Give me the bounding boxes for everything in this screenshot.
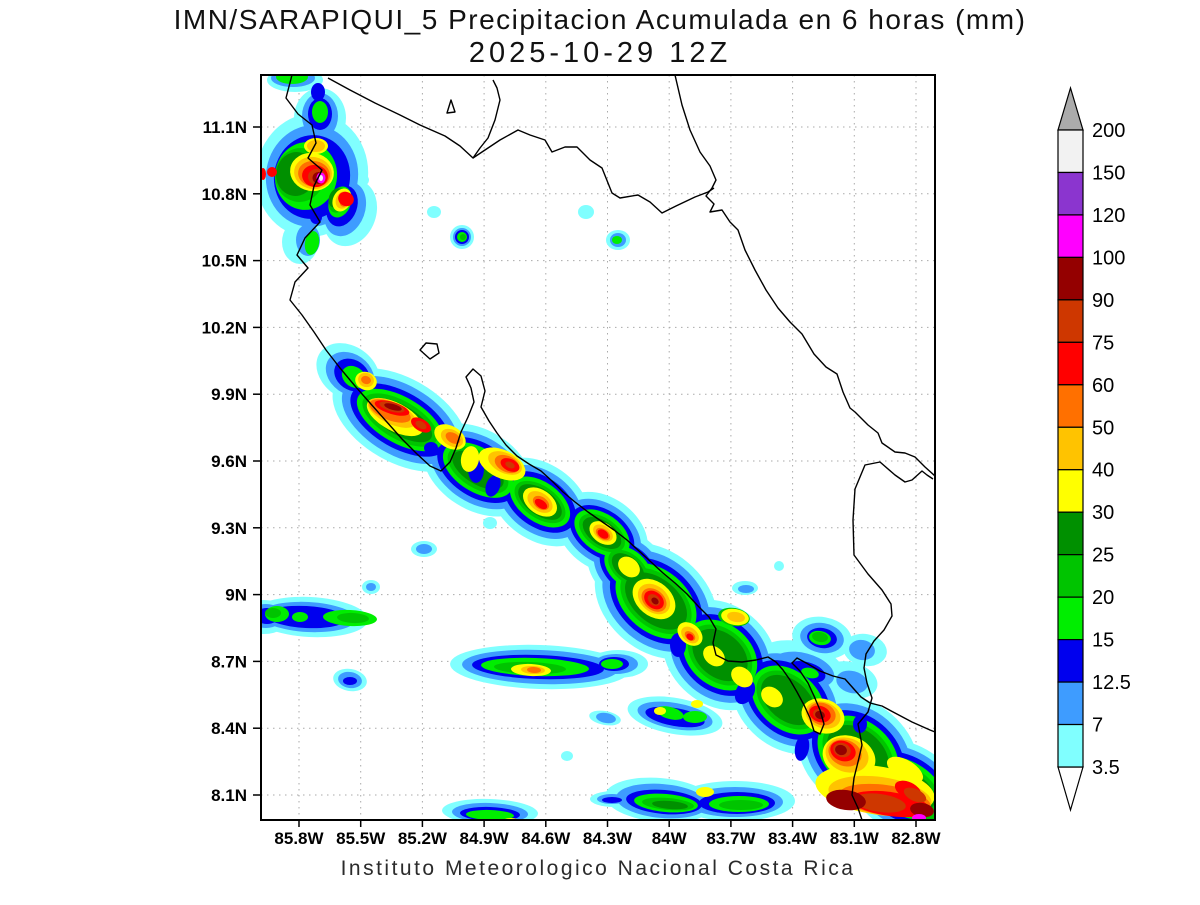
axis-ticks [253, 126, 917, 827]
y-axis-labels: 11.1N 10.8N 10.5N 10.2N 9.9N 9.6N 9.3N 9N 8.7N 8.… [202, 118, 247, 805]
colorbar-segment [1057, 299, 1084, 343]
colorbar-under-arrow [1057, 766, 1084, 813]
colorbar-label: 7 [1092, 715, 1103, 737]
colorbar-label: 200 [1092, 120, 1125, 142]
colorbar-label: 15 [1092, 630, 1114, 652]
colorbar-segment [1057, 256, 1084, 301]
x-tick-label: 83.4W [768, 829, 818, 848]
colorbar-segment [1057, 469, 1084, 513]
colorbar-label: 30 [1092, 502, 1114, 524]
colorbar-segment [1057, 384, 1084, 428]
chart-header: IMN/SARAPIQUI_5 Precipitacion Acumulada … [0, 4, 1200, 70]
coastline [285, 75, 935, 820]
x-tick-label: 84.3W [583, 829, 633, 848]
colorbar-segment [1057, 554, 1084, 598]
y-tick-label: 10.5N [202, 252, 247, 271]
colorbar-label: 20 [1092, 587, 1114, 609]
y-tick-label: 10.8N [202, 185, 247, 204]
colorbar-segment [1057, 596, 1084, 641]
colorbar-segment [1057, 129, 1084, 174]
x-tick-label: 84W [652, 829, 688, 848]
x-tick-label: 82.8W [891, 829, 941, 848]
y-tick-label: 8.1N [211, 786, 247, 805]
colorbar-label: 100 [1092, 247, 1125, 269]
colorbar-label: 25 [1092, 545, 1114, 567]
x-tick-label: 85.5W [336, 829, 386, 848]
y-tick-label: 8.7N [211, 652, 247, 671]
chart-subtitle: 2025-10-29 12Z [468, 37, 732, 69]
colorbar-segment [1057, 511, 1084, 556]
colorbar-label: 12.5 [1092, 672, 1131, 694]
colorbar-label: 75 [1092, 332, 1114, 354]
x-tick-label: 83.1W [830, 829, 880, 848]
colorbar-segment [1057, 723, 1084, 768]
colorbar-label: 150 [1092, 162, 1125, 184]
colorbar-segment [1057, 341, 1084, 386]
colorbar-label: 60 [1092, 375, 1114, 397]
colorbar-segment [1057, 638, 1084, 683]
colorbar-label: 120 [1092, 205, 1125, 227]
x-tick-label: 84.9W [460, 829, 510, 848]
colorbar: 200 150 120 100 90 75 60 50 40 30 25 20 15 12.5 7 3.5 [1057, 85, 1131, 813]
y-tick-label: 9N [225, 586, 247, 605]
footer-caption: Instituto Meteorologico Nacional Costa R… [340, 857, 856, 880]
plot-frame [260, 74, 936, 821]
y-tick-label: 9.9N [211, 385, 247, 404]
x-tick-label: 85.2W [398, 829, 448, 848]
x-tick-label: 85.8W [274, 829, 324, 848]
colorbar-segment [1057, 214, 1084, 259]
x-tick-label: 83.7W [706, 829, 756, 848]
chart-title: IMN/SARAPIQUI_5 Precipitacion Acumulada … [173, 4, 1027, 35]
x-tick-label: 84.6W [521, 829, 571, 848]
colorbar-over-arrow [1057, 85, 1084, 131]
y-tick-label: 9.6N [211, 452, 247, 471]
y-tick-label: 11.1N [203, 118, 247, 137]
colorbar-segment [1057, 681, 1084, 726]
colorbar-segment [1057, 426, 1084, 471]
colorbar-label: 40 [1092, 460, 1114, 482]
precip-contours [261, 75, 935, 820]
colorbar-label: 50 [1092, 417, 1114, 439]
y-tick-label: 8.4N [211, 719, 247, 738]
colorbar-label: 90 [1092, 290, 1114, 312]
y-tick-label: 10.2N [202, 318, 247, 337]
colorbar-segment [1057, 171, 1084, 216]
x-axis-labels: 85.8W 85.5W 85.2W 84.9W 84.6W 84.3W 84W 83.7W 83… [274, 829, 941, 848]
colorbar-label: 3.5 [1092, 757, 1120, 779]
y-tick-label: 9.3N [211, 519, 247, 538]
